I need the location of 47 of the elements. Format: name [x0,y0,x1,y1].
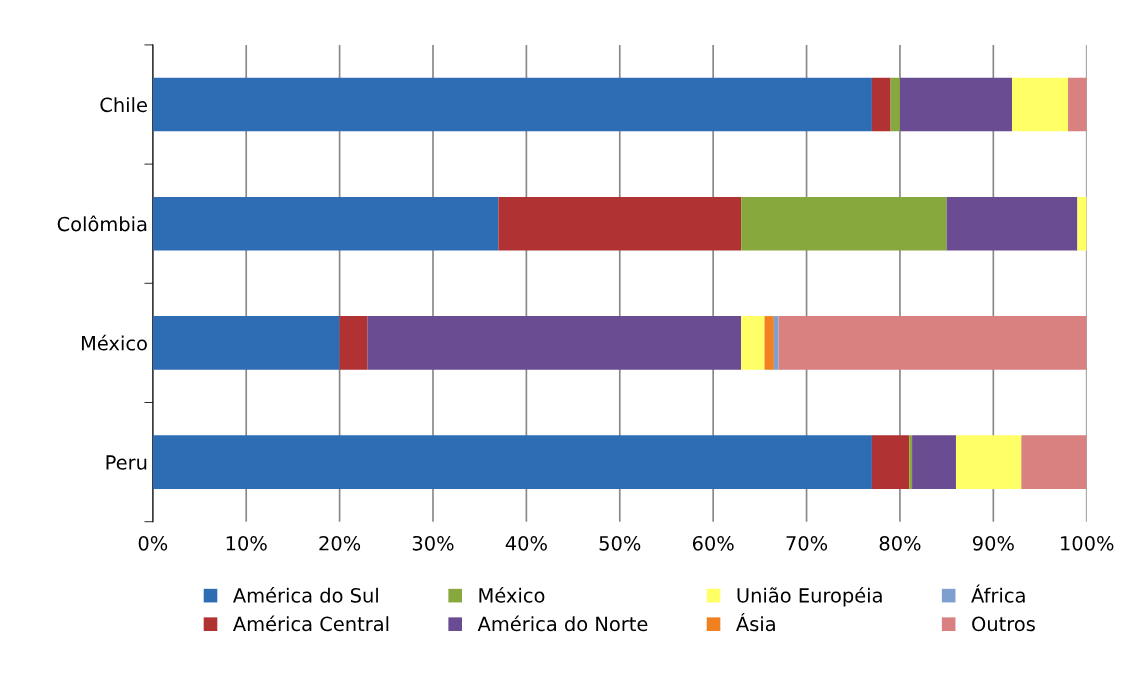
legend-label: União Européia [737,586,882,607]
x-tick-label: 80% [879,535,921,551]
x-tick-label: 100% [1061,535,1114,551]
bar [498,196,742,251]
legend-label: América do Sul [233,586,378,603]
y-tick-label: Colômbia [57,215,147,232]
x-tick-label: 20% [319,535,361,551]
bar [1077,196,1087,251]
bar [909,435,913,489]
bar [912,435,956,489]
bar [367,316,742,370]
bar [1068,77,1087,132]
bar [946,196,1078,251]
bar [152,316,340,370]
legend-label: América Central [233,615,389,632]
bar [1021,435,1087,489]
x-tick-label: 0% [138,535,168,551]
bar [741,196,947,251]
bar [773,316,779,370]
bar [871,77,891,132]
x-tick-label: 40% [505,535,547,551]
bar [741,316,765,370]
x-tick-label: 30% [412,535,454,551]
legend-label: América do Norte [477,615,648,632]
bar [955,435,1022,489]
bar [890,77,900,132]
legend-label: África [971,584,1025,603]
x-tick-label: 10% [226,535,267,551]
bar [778,316,1087,370]
legend-label: Outros [972,616,1035,632]
y-tick-label: Chile [100,97,147,113]
legend-label: Ásia [736,612,775,632]
bar [339,316,368,370]
x-tick-label: 70% [786,535,828,551]
bar [899,77,1013,132]
bar [871,435,910,489]
bar [152,435,872,489]
y-tick-label: México [81,334,147,351]
x-tick-label: 50% [599,535,641,551]
x-tick-label: 60% [692,535,734,551]
bar [1012,77,1069,132]
legend-label: México [479,586,545,603]
x-tick-label: 90% [972,535,1014,551]
bar [764,316,774,370]
bar [152,77,872,132]
bar [152,196,499,251]
y-tick-label: Peru [106,455,147,470]
